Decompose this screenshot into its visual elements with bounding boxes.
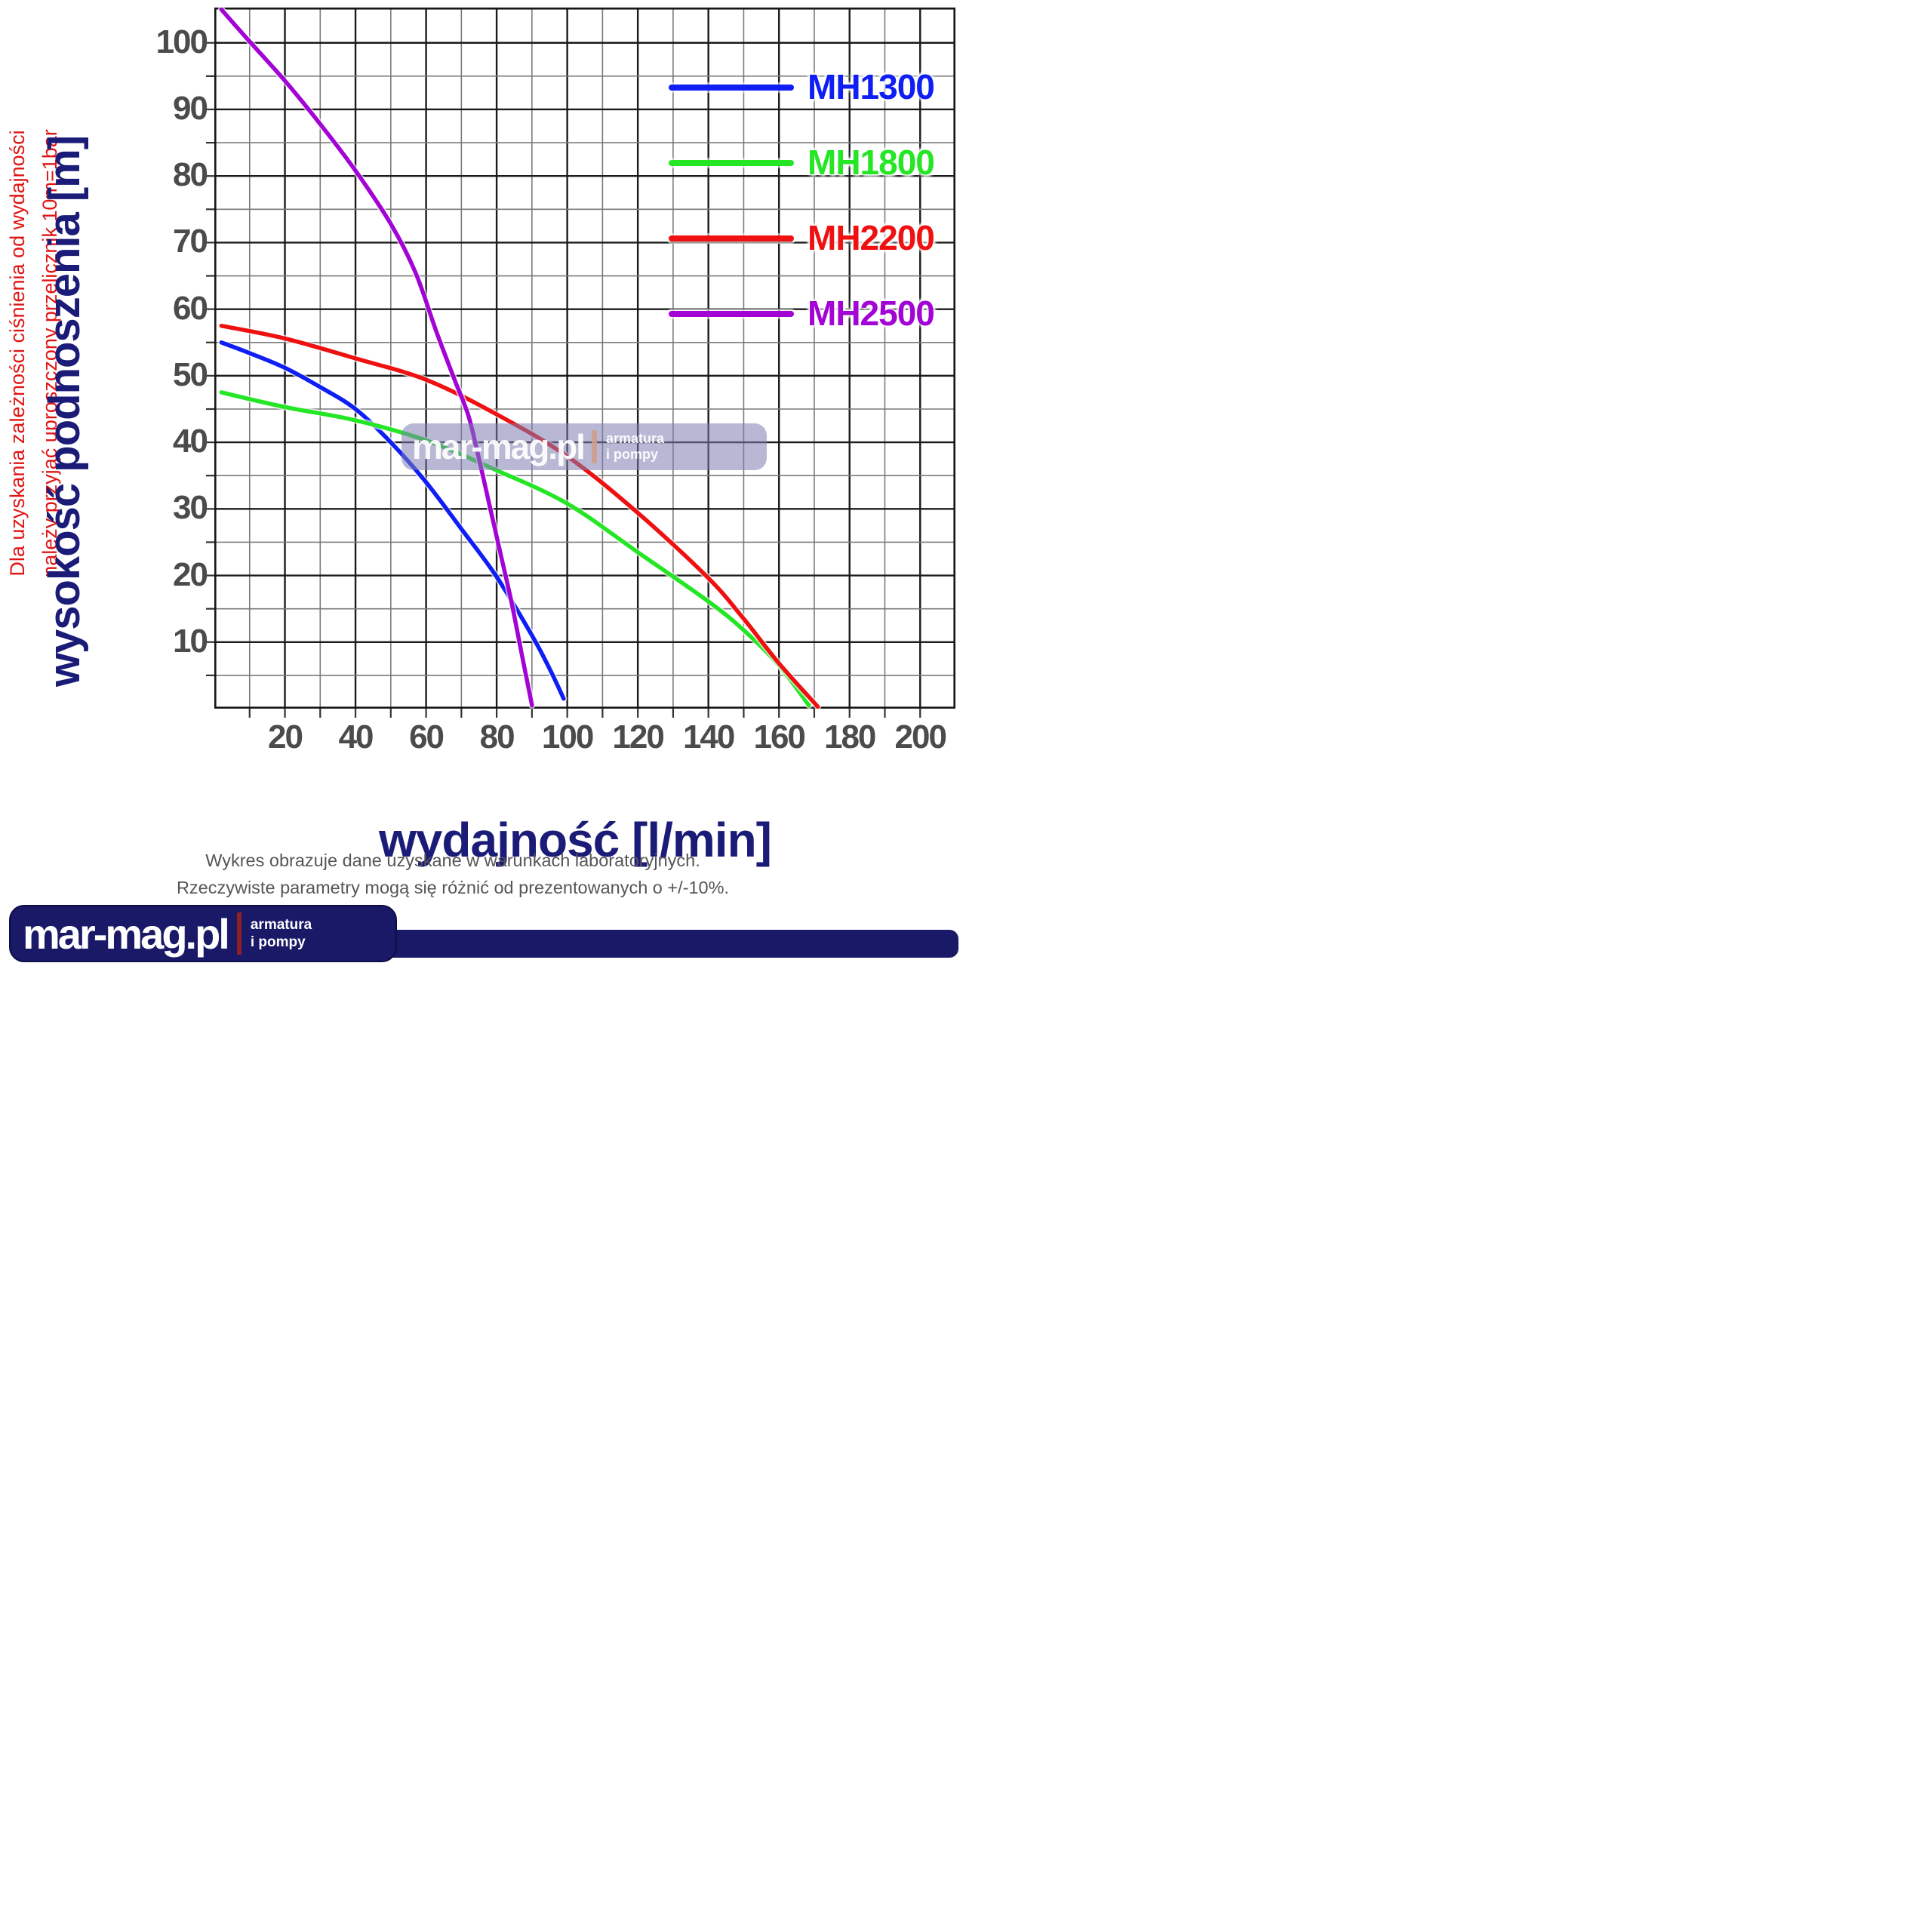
watermark: mar-mag.pl armatura i pompy: [401, 423, 767, 470]
watermark-divider-bar: [591, 430, 597, 463]
x-tick-label-140: 140: [682, 718, 735, 755]
y-tick-label-30: 30: [173, 489, 208, 527]
x-tick-label-40: 40: [338, 718, 374, 755]
y-axis-title: wysokość podnoszenia [m]: [40, 135, 89, 688]
y-tick-label-70: 70: [173, 223, 208, 260]
y-tick-label-100: 100: [155, 23, 208, 60]
curve-MH1300: [219, 340, 566, 701]
y-tick-label-20: 20: [173, 555, 208, 593]
watermark-tagline: armatura i pompy: [606, 431, 664, 463]
x-tick-label-80: 80: [479, 718, 515, 755]
y-tick-label-40: 40: [173, 423, 208, 460]
brand-logo: mar-mag.pl armatura i pompy: [9, 905, 397, 962]
y-tick-label-90: 90: [173, 89, 208, 127]
plot-border: [214, 7, 956, 709]
bottom-brand-bar: [377, 930, 958, 958]
curve-MH1800: [219, 390, 811, 708]
y-tick-label-80: 80: [173, 156, 208, 194]
footnote: Wykres obrazuje dane uzyskane w warunkac…: [75, 847, 830, 901]
watermark-tag-line2: i pompy: [605, 447, 658, 462]
logo-brand-text: mar-mag.pl: [23, 909, 230, 958]
y-tick-label-60: 60: [173, 289, 208, 327]
footnote-line2: Rzeczywiste parametry mogą się różnić od…: [176, 878, 730, 897]
pressure-conversion-note-line1: Dla uzyskania zależności ciśnienia od wy…: [6, 130, 29, 577]
logo-tagline: armatura i pompy: [251, 916, 312, 951]
watermark-brand: mar-mag.pl: [412, 427, 586, 466]
plot-area: MH1300 MH1800 MH2200 MH2500 mar-mag.pl arma…: [206, 6, 956, 718]
chart-svg: [206, 6, 956, 718]
x-tick-label-180: 180: [823, 718, 876, 755]
x-tick-label-60: 60: [409, 718, 445, 755]
logo-tag-line2: i pompy: [250, 934, 306, 950]
x-tick-label-120: 120: [612, 718, 664, 755]
x-tick-label-200: 200: [894, 718, 947, 755]
watermark-tag-line1: armatura: [605, 431, 664, 446]
x-tick-label-20: 20: [268, 718, 303, 755]
x-tick-label-100: 100: [541, 718, 594, 755]
logo-tag-line1: armatura: [250, 917, 312, 933]
y-tick-label-10: 10: [173, 622, 208, 660]
pump-performance-chart-page: Dla uzyskania zależności ciśnienia od wy…: [0, 0, 966, 966]
x-tick-label-160: 160: [753, 718, 805, 755]
footnote-line1: Wykres obrazuje dane uzyskane w warunkac…: [205, 851, 700, 870]
logo-divider-bar: [236, 912, 242, 955]
curve-halo-MH1300: [217, 339, 568, 703]
y-tick-label-50: 50: [173, 355, 208, 393]
curve-MH2500: [219, 7, 534, 708]
x-axis-title: wydajność [l/min]: [379, 813, 772, 867]
